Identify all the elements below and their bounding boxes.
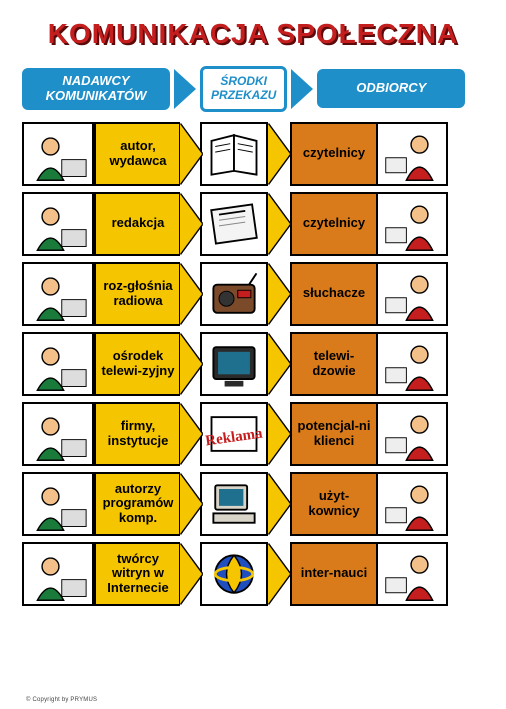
- sender-label: roz-głośnia radiowa: [94, 262, 180, 326]
- receiver-illustration: [376, 542, 448, 606]
- receiver-illustration: [376, 192, 448, 256]
- media-illustration: [200, 542, 268, 606]
- arrow-icon: [180, 542, 202, 606]
- table-row: autorzy programów komp. użyt-kownicy: [22, 472, 484, 536]
- page-title: KOMUNIKACJA SPOŁECZNA: [22, 18, 484, 50]
- sender-label: autor,wydawca: [94, 122, 180, 186]
- receiver-label: słuchacze: [290, 262, 376, 326]
- sender-illustration: [22, 542, 94, 606]
- receiver-label: potencjal-ni klienci: [290, 402, 376, 466]
- arrow-icon: [180, 192, 202, 256]
- header-senders: NADAWCY KOMUNIKATÓW: [22, 68, 170, 110]
- arrow-icon: [268, 332, 290, 396]
- footer-copyright: © Copyright by PRYMUS: [26, 697, 97, 703]
- table-row: twórcy witryn w Internecie inter-nauci: [22, 542, 484, 606]
- header-media: ŚRODKI PRZEKAZU: [200, 66, 287, 112]
- arrow-header-2: [291, 69, 313, 109]
- table-row: ośrodek telewi-zyjny telewi-dzowie: [22, 332, 484, 396]
- sender-label: twórcy witryn w Internecie: [94, 542, 180, 606]
- receiver-illustration: [376, 332, 448, 396]
- sender-illustration: [22, 262, 94, 326]
- arrow-icon: [180, 122, 202, 186]
- table-row: roz-głośnia radiowa słuchacze: [22, 262, 484, 326]
- header-receivers: ODBIORCY: [317, 69, 465, 108]
- arrow-icon: [180, 262, 202, 326]
- media-illustration: [200, 262, 268, 326]
- receiver-label: inter-nauci: [290, 542, 376, 606]
- arrow-icon: [268, 542, 290, 606]
- sender-illustration: [22, 122, 94, 186]
- sender-label: autorzy programów komp.: [94, 472, 180, 536]
- receiver-illustration: [376, 472, 448, 536]
- receiver-illustration: [376, 122, 448, 186]
- receiver-label: czytelnicy: [290, 192, 376, 256]
- sender-label: firmy,instytucje: [94, 402, 180, 466]
- table-row: redakcja czytelnicy: [22, 192, 484, 256]
- arrow-icon: [180, 472, 202, 536]
- sender-illustration: [22, 472, 94, 536]
- table-row: autor,wydawca czytelnicy: [22, 122, 484, 186]
- receiver-label: telewi-dzowie: [290, 332, 376, 396]
- arrow-icon: [268, 192, 290, 256]
- arrow-icon: [268, 402, 290, 466]
- arrow-icon: [268, 262, 290, 326]
- sender-illustration: [22, 402, 94, 466]
- receiver-label: użyt-kownicy: [290, 472, 376, 536]
- media-illustration: [200, 332, 268, 396]
- sender-illustration: [22, 192, 94, 256]
- arrow-icon: [268, 472, 290, 536]
- sender-label: ośrodek telewi-zyjny: [94, 332, 180, 396]
- arrow-header-1: [174, 69, 196, 109]
- media-illustration: [200, 402, 268, 466]
- media-illustration: [200, 472, 268, 536]
- sender-label: redakcja: [94, 192, 180, 256]
- receiver-label: czytelnicy: [290, 122, 376, 186]
- arrow-icon: [180, 332, 202, 396]
- receiver-illustration: [376, 402, 448, 466]
- header-row: NADAWCY KOMUNIKATÓW ŚRODKI PRZEKAZU ODBI…: [22, 66, 484, 112]
- media-illustration: [200, 122, 268, 186]
- sender-illustration: [22, 332, 94, 396]
- arrow-icon: [268, 122, 290, 186]
- media-illustration: [200, 192, 268, 256]
- rows-container: autor,wydawca czytelnicy redakcja czytel…: [22, 122, 484, 606]
- arrow-icon: [180, 402, 202, 466]
- receiver-illustration: [376, 262, 448, 326]
- table-row: firmy,instytucje potencjal-ni klienci: [22, 402, 484, 466]
